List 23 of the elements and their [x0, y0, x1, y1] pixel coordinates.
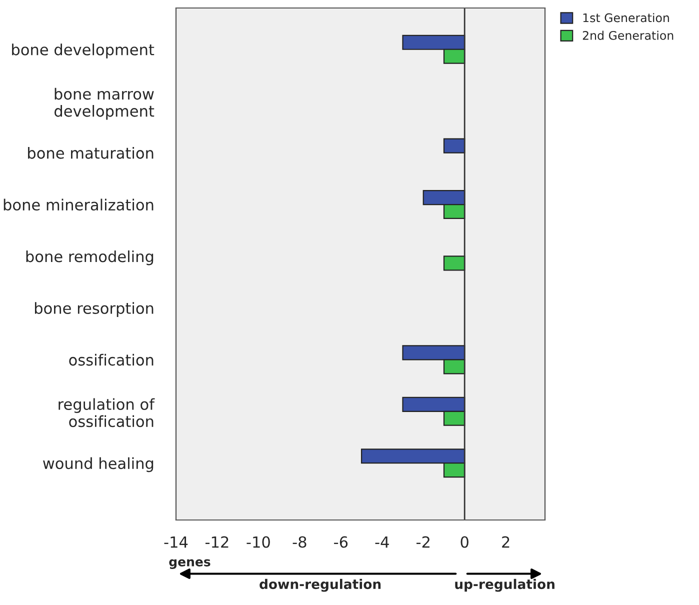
y-tick-label: bone development [12, 44, 154, 58]
x-tick-label: -8 [292, 536, 306, 548]
x-tick-label: 0 [460, 536, 468, 548]
y-tick-label: wound healing [43, 457, 154, 472]
y-tick-label: bone resorption [34, 302, 154, 317]
y-tick-label: regulation of ossification [58, 398, 155, 428]
x-tick-label: -14 [164, 536, 188, 548]
text: up-regulation [455, 578, 554, 592]
x-tick-label: -6 [334, 536, 348, 548]
x-axis-title: genes [169, 559, 210, 569]
legend-label: 1st Generation [583, 13, 669, 22]
x-tick-label: -2 [416, 536, 430, 548]
y-tick-label: ossification [69, 354, 154, 366]
x-tick-label: -12 [206, 536, 228, 548]
y-tick-label: bone remodeling [26, 250, 154, 266]
x-tick-label: -4 [375, 536, 389, 548]
text: down-regulation [260, 578, 381, 592]
y-tick-label: bone marrow development [54, 88, 154, 120]
legend-label: 2nd Generation [582, 30, 674, 40]
x-tick-label: -10 [246, 536, 270, 548]
x-tick-label: 2 [502, 536, 510, 548]
y-tick-label: bone mineralization [4, 198, 154, 211]
y-tick-label: bone maturation [28, 147, 154, 159]
